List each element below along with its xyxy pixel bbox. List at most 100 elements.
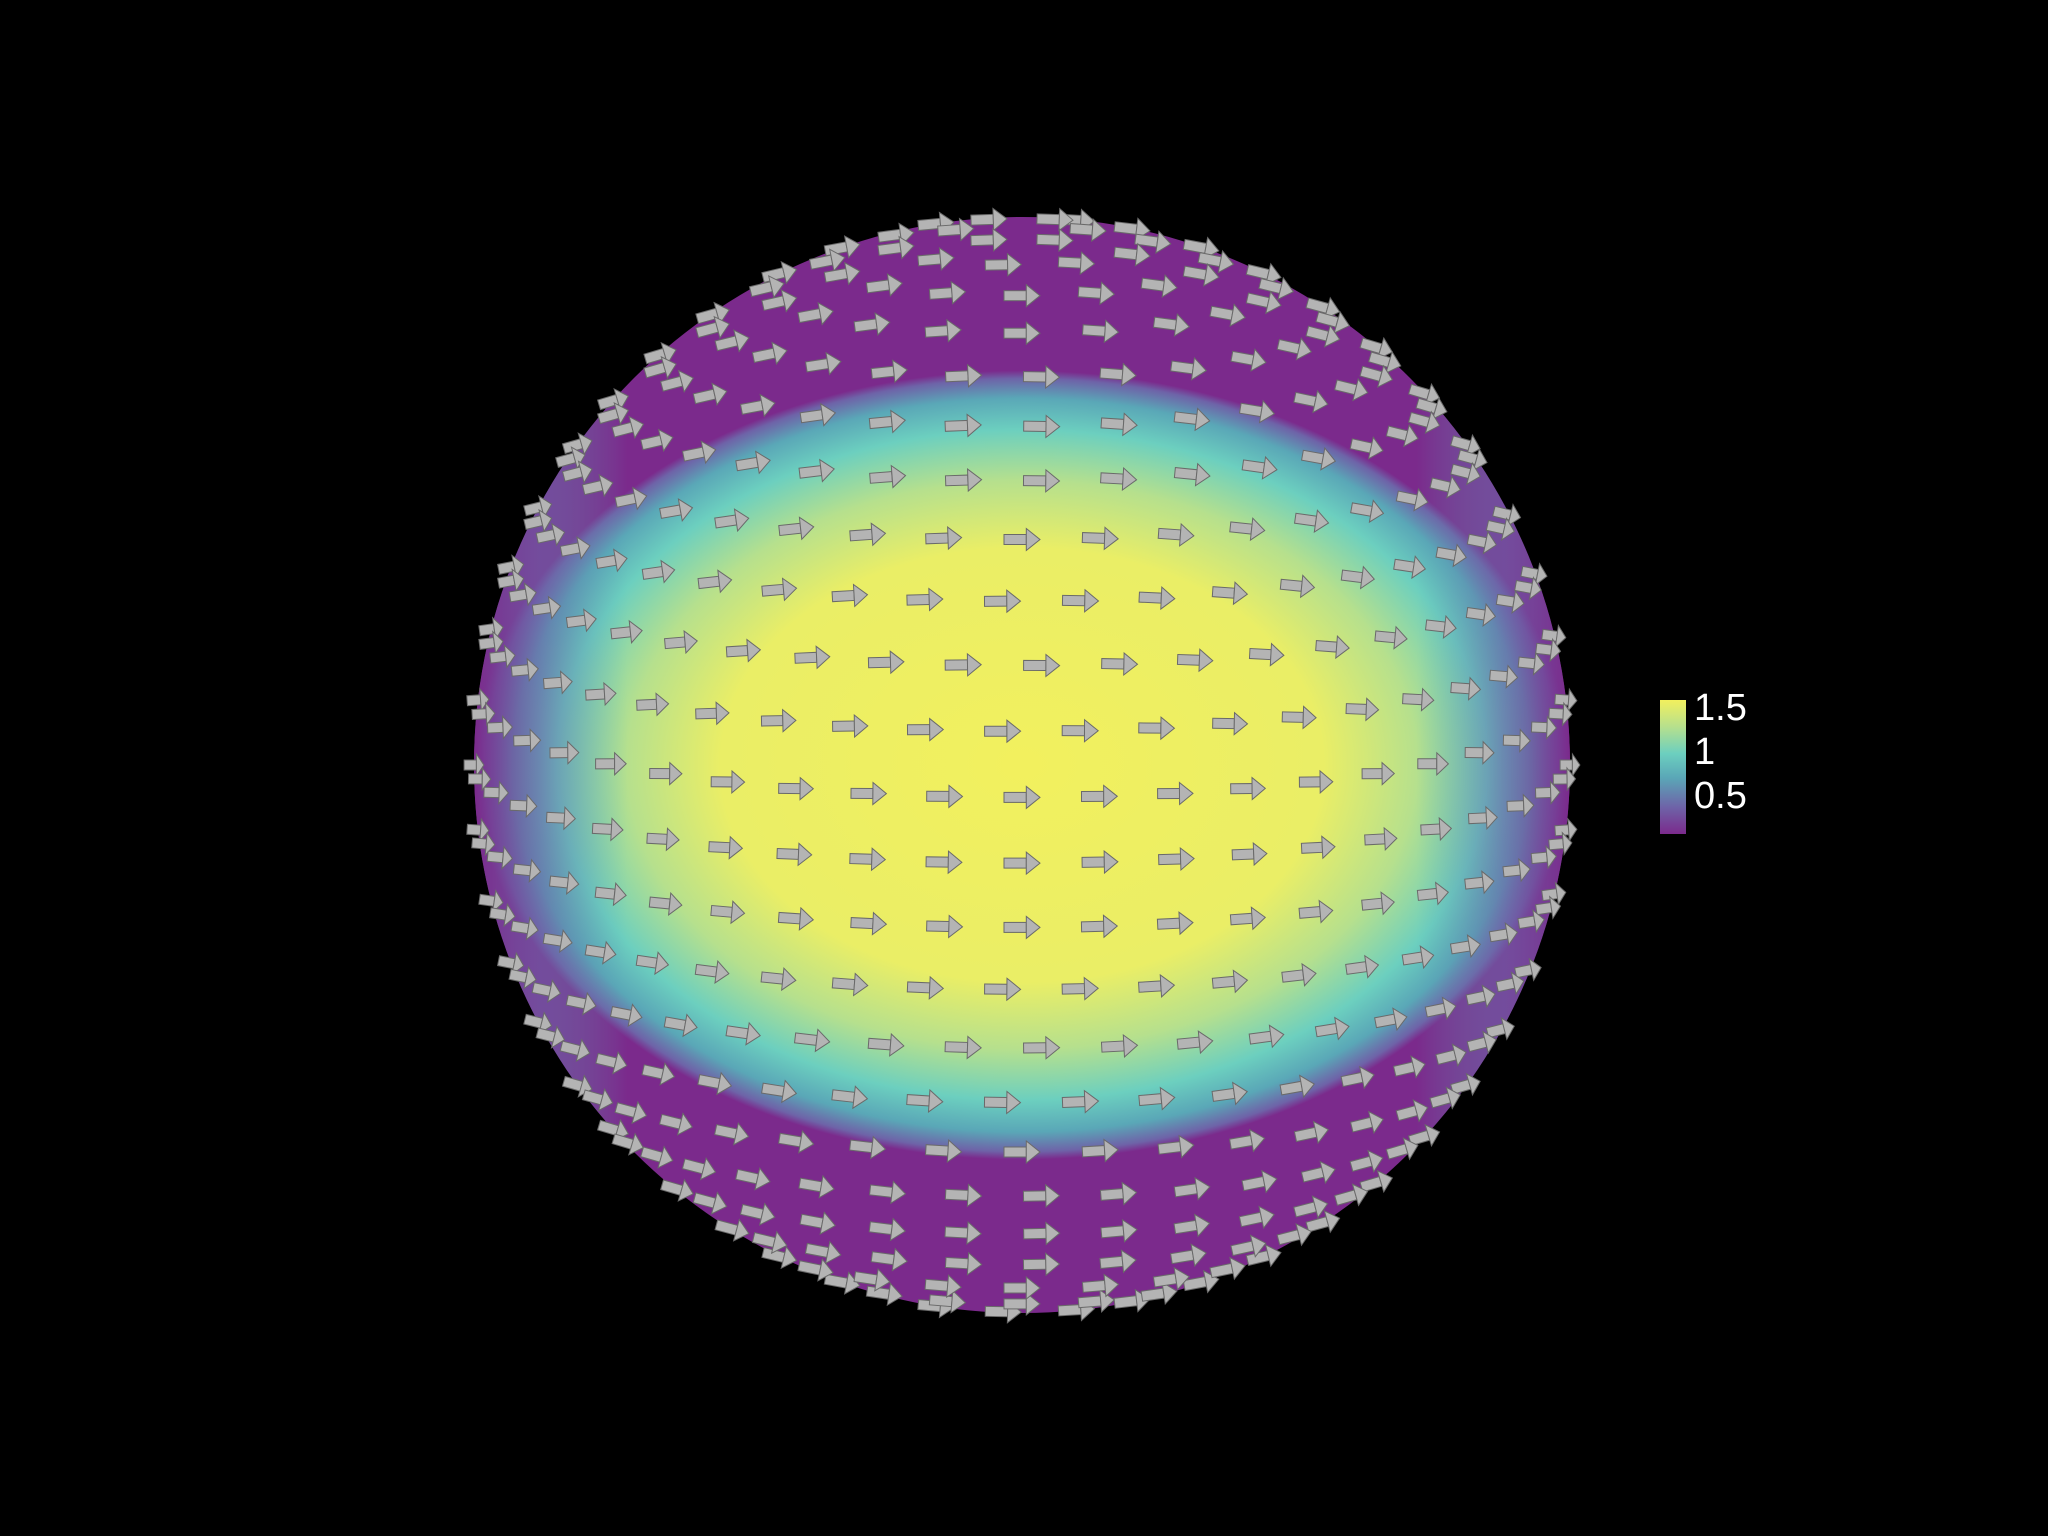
arrow-icon [641,559,676,584]
arrow-icon [1424,996,1457,1021]
arrow-icon [1465,984,1496,1009]
arrow-icon [926,784,964,809]
arrow-icon [1229,1128,1266,1153]
arrow-icon [1100,412,1138,437]
arrow-icon [1081,1138,1119,1163]
arrow-icon [1298,769,1334,794]
arrow-icon [853,312,891,336]
arrow-icon [1069,218,1107,243]
arrow-icon [1036,228,1074,253]
arrow-icon [1003,915,1041,940]
arrow-icon [1022,1252,1061,1277]
arrow-icon [595,1050,628,1075]
arrow-icon [714,508,750,533]
arrow-icon [531,979,562,1004]
arrow-icon [1450,676,1482,701]
arrow-icon [559,535,591,560]
arrow-icon [1100,466,1138,492]
arrow-icon [1003,321,1041,346]
arrow-icon [1080,784,1119,809]
arrow-icon [984,719,1022,744]
arrow-icon [1293,1120,1330,1145]
arrow-icon [1554,817,1578,843]
arrow-icon [1231,841,1268,867]
arrow-icon [853,1267,891,1292]
arrow-icon [870,359,908,384]
arrow-icon [735,1166,771,1191]
arrow-icon [1138,586,1176,611]
arrow-icon [798,458,835,483]
arrow-icon [1003,851,1041,876]
arrow-icon [1140,1281,1178,1306]
arrow-icon [1548,831,1573,857]
arrow-icon [1417,751,1450,776]
arrow-icon [1517,908,1545,934]
arrow-icon [1293,509,1330,534]
arrow-icon [1334,1183,1369,1207]
colorbar: 1.5 1 0.5 [1660,687,1747,834]
arrow-icon [1138,1086,1176,1111]
arrow-icon [1077,281,1116,306]
arrow-icon [658,1112,693,1136]
arrow-icon [1466,1030,1497,1055]
arrow-icon [868,409,907,434]
arrow-icon [867,1032,905,1057]
arrow-icon [831,583,869,608]
arrow-icon [496,554,525,579]
arrow-icon [1279,1074,1315,1099]
arrow-icon [1305,1210,1341,1234]
arrow-icon [1420,816,1453,842]
arrow-icon [1364,826,1398,852]
arrow-icon [917,246,955,271]
arrow-icon [1099,1181,1138,1206]
arrow-icon [708,835,744,860]
arrow-icon [641,1062,676,1086]
arrow-icon [849,847,887,872]
arrow-icon [1429,1086,1461,1110]
arrow-icon [1211,581,1249,606]
arrow-icon [761,1079,798,1104]
arrow-icon [917,211,955,236]
arrow-icon [1081,849,1119,875]
arrow-icon [535,522,566,547]
arrow-icon [660,1178,694,1202]
arrow-icon [1209,303,1246,327]
arrow-icon [1520,562,1548,587]
arrow-icon [1173,407,1211,432]
arrow-icon [1416,881,1450,906]
arrow-icon [1157,522,1195,547]
arrow-icon [1248,642,1285,667]
arrow-icon [611,1132,644,1156]
arrow-icon [1559,752,1581,778]
arrow-icon [877,235,915,260]
arrow-icon [926,914,964,939]
arrow-icon [542,670,573,695]
arrow-icon [924,318,962,343]
arrow-icon [868,1217,906,1242]
arrow-icon [868,1180,907,1205]
arrow-icon [906,717,945,742]
arrow-icon [739,393,776,418]
arrow-icon [944,1035,982,1060]
arrow-icon [1182,262,1220,287]
arrow-icon [1502,857,1531,883]
arrow-icon [531,595,562,620]
arrow-icon [581,473,614,498]
arrow-icon [1036,207,1074,232]
arrow-icon [760,708,797,733]
arrow-icon [970,227,1008,252]
arrow-icon [640,428,674,453]
arrow-icon [643,341,677,366]
arrow-icon [508,582,537,607]
arrow-icon [471,831,496,857]
arrow-icon [937,217,975,242]
arrow-icon [611,415,645,440]
arrow-icon [609,1003,643,1028]
arrow-icon [865,1282,903,1307]
arrow-icon [478,630,504,655]
arrow-icon [1424,614,1457,640]
arrow-icon [804,351,842,376]
arrow-icon [1359,364,1394,388]
arrow-icon [1334,377,1369,402]
arrow-icon [823,235,861,259]
